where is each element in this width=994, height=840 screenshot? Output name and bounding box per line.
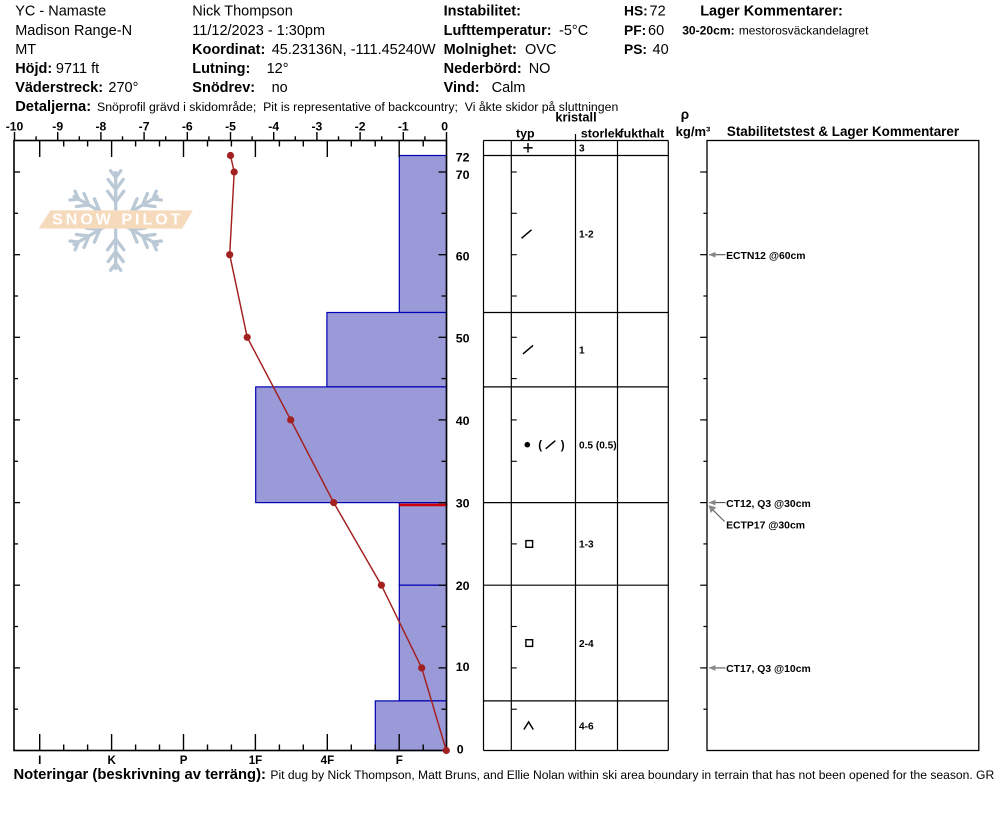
svg-text:40: 40: [653, 42, 669, 58]
svg-text:Molnighet:: Molnighet:: [444, 42, 517, 58]
svg-text:0.5 (0.5): 0.5 (0.5): [579, 440, 617, 451]
svg-text:Nick Thompson: Nick Thompson: [192, 4, 292, 20]
svg-text:Snödrev:: Snödrev:: [192, 80, 255, 96]
svg-text:4F: 4F: [321, 754, 335, 767]
svg-text:Detaljerna:: Detaljerna:: [15, 99, 91, 115]
svg-text:CT12, Q3 @30cm: CT12, Q3 @30cm: [726, 499, 811, 510]
svg-text:30-20cm:: 30-20cm:: [682, 23, 734, 37]
svg-text:1-2: 1-2: [579, 230, 594, 241]
svg-text:SNOW PILOT: SNOW PILOT: [52, 212, 183, 229]
svg-text:60: 60: [648, 23, 664, 39]
svg-text:Koordinat:: Koordinat:: [192, 42, 265, 58]
svg-text:20: 20: [456, 579, 470, 593]
svg-text:Lufttemperatur:: Lufttemperatur:: [444, 23, 552, 39]
svg-text:Snöprofil grävd i skidområde;: Snöprofil grävd i skidområde; Pit is rep…: [97, 100, 618, 114]
svg-text:Höjd:: Höjd:: [15, 61, 52, 77]
svg-text:Lutning:: Lutning:: [192, 61, 250, 77]
svg-text:-3: -3: [311, 120, 322, 134]
svg-text:30: 30: [456, 497, 470, 511]
svg-text:70: 70: [456, 168, 470, 182]
svg-text:0: 0: [441, 120, 448, 134]
svg-text:11/12/2023 - 1:30pm: 11/12/2023 - 1:30pm: [192, 23, 325, 39]
svg-text:1-3: 1-3: [579, 540, 594, 551]
svg-text:12°: 12°: [267, 61, 289, 77]
svg-text:no: no: [272, 80, 288, 96]
svg-text:-2: -2: [355, 120, 366, 134]
svg-text:4-6: 4-6: [579, 721, 594, 732]
svg-text:270°: 270°: [108, 80, 138, 96]
svg-text:ECTN12 @60cm: ECTN12 @60cm: [726, 251, 805, 262]
svg-text:50: 50: [456, 332, 470, 346]
svg-text:Lager Kommentarer:: Lager Kommentarer:: [700, 4, 843, 20]
svg-text:Nederbörd:: Nederbörd:: [444, 61, 522, 77]
svg-text:45.23136N, -111.45240W: 45.23136N, -111.45240W: [272, 42, 436, 58]
svg-text:2-4: 2-4: [579, 639, 594, 650]
svg-text:ρ: ρ: [681, 107, 689, 122]
svg-text:CT17, Q3 @10cm: CT17, Q3 @10cm: [726, 664, 811, 675]
svg-text:I: I: [38, 754, 41, 767]
svg-text:kristall: kristall: [555, 109, 596, 124]
svg-text:PF:: PF:: [624, 23, 646, 38]
svg-text:Calm: Calm: [492, 80, 526, 96]
svg-text:K: K: [108, 754, 117, 767]
svg-text:72: 72: [650, 4, 666, 20]
svg-text:-10: -10: [6, 120, 24, 134]
svg-text:Pit dug by Nick Thompson, Matt: Pit dug by Nick Thompson, Matt Bruns, an…: [270, 768, 994, 782]
svg-text:NO: NO: [529, 61, 551, 77]
svg-text:F: F: [396, 754, 403, 767]
svg-text:): ): [561, 440, 565, 452]
svg-text:Väderstreck:: Väderstreck:: [15, 80, 103, 96]
svg-text:40: 40: [456, 414, 470, 428]
svg-text:-7: -7: [139, 120, 150, 134]
svg-text:-8: -8: [95, 120, 106, 134]
svg-text:MT: MT: [15, 42, 36, 58]
svg-text:0: 0: [457, 742, 464, 756]
svg-text:1F: 1F: [249, 754, 263, 767]
svg-text:Noteringar (beskrivning av ter: Noteringar (beskrivning av terräng):: [14, 767, 266, 783]
svg-text:OVC: OVC: [525, 42, 556, 58]
svg-text:YC - Namaste: YC - Namaste: [15, 4, 106, 20]
svg-text:Instabilitet:: Instabilitet:: [444, 4, 521, 20]
svg-text:Vind:: Vind:: [444, 80, 480, 96]
svg-text:ECTP17 @30cm: ECTP17 @30cm: [726, 521, 805, 532]
svg-text:fukthalt: fukthalt: [620, 127, 665, 141]
svg-text:P: P: [180, 754, 188, 767]
svg-text:1: 1: [579, 345, 585, 356]
svg-text:10: 10: [456, 660, 470, 674]
svg-text:PS:: PS:: [624, 42, 647, 57]
svg-text:-1: -1: [398, 120, 409, 134]
svg-text:kg/m³: kg/m³: [676, 124, 711, 139]
svg-text:-5°C: -5°C: [559, 23, 588, 39]
svg-text:HS:: HS:: [624, 4, 648, 19]
svg-text:Stabilitetstest & Lager Kommen: Stabilitetstest & Lager Kommentarer: [727, 124, 960, 139]
svg-text:storlek: storlek: [581, 127, 622, 141]
svg-text:mestorosväckandelagret: mestorosväckandelagret: [739, 23, 869, 37]
svg-text:-6: -6: [182, 120, 193, 134]
svg-text:72: 72: [456, 151, 470, 165]
svg-text:9711 ft: 9711 ft: [56, 61, 99, 77]
svg-text:-4: -4: [268, 120, 279, 134]
svg-text:typ: typ: [516, 127, 535, 141]
svg-text:Madison Range-N: Madison Range-N: [15, 23, 132, 39]
svg-text:(: (: [538, 440, 542, 452]
svg-text:60: 60: [456, 249, 470, 263]
svg-text:-5: -5: [225, 120, 236, 134]
svg-text:-9: -9: [52, 120, 63, 134]
svg-text:3: 3: [579, 144, 585, 155]
